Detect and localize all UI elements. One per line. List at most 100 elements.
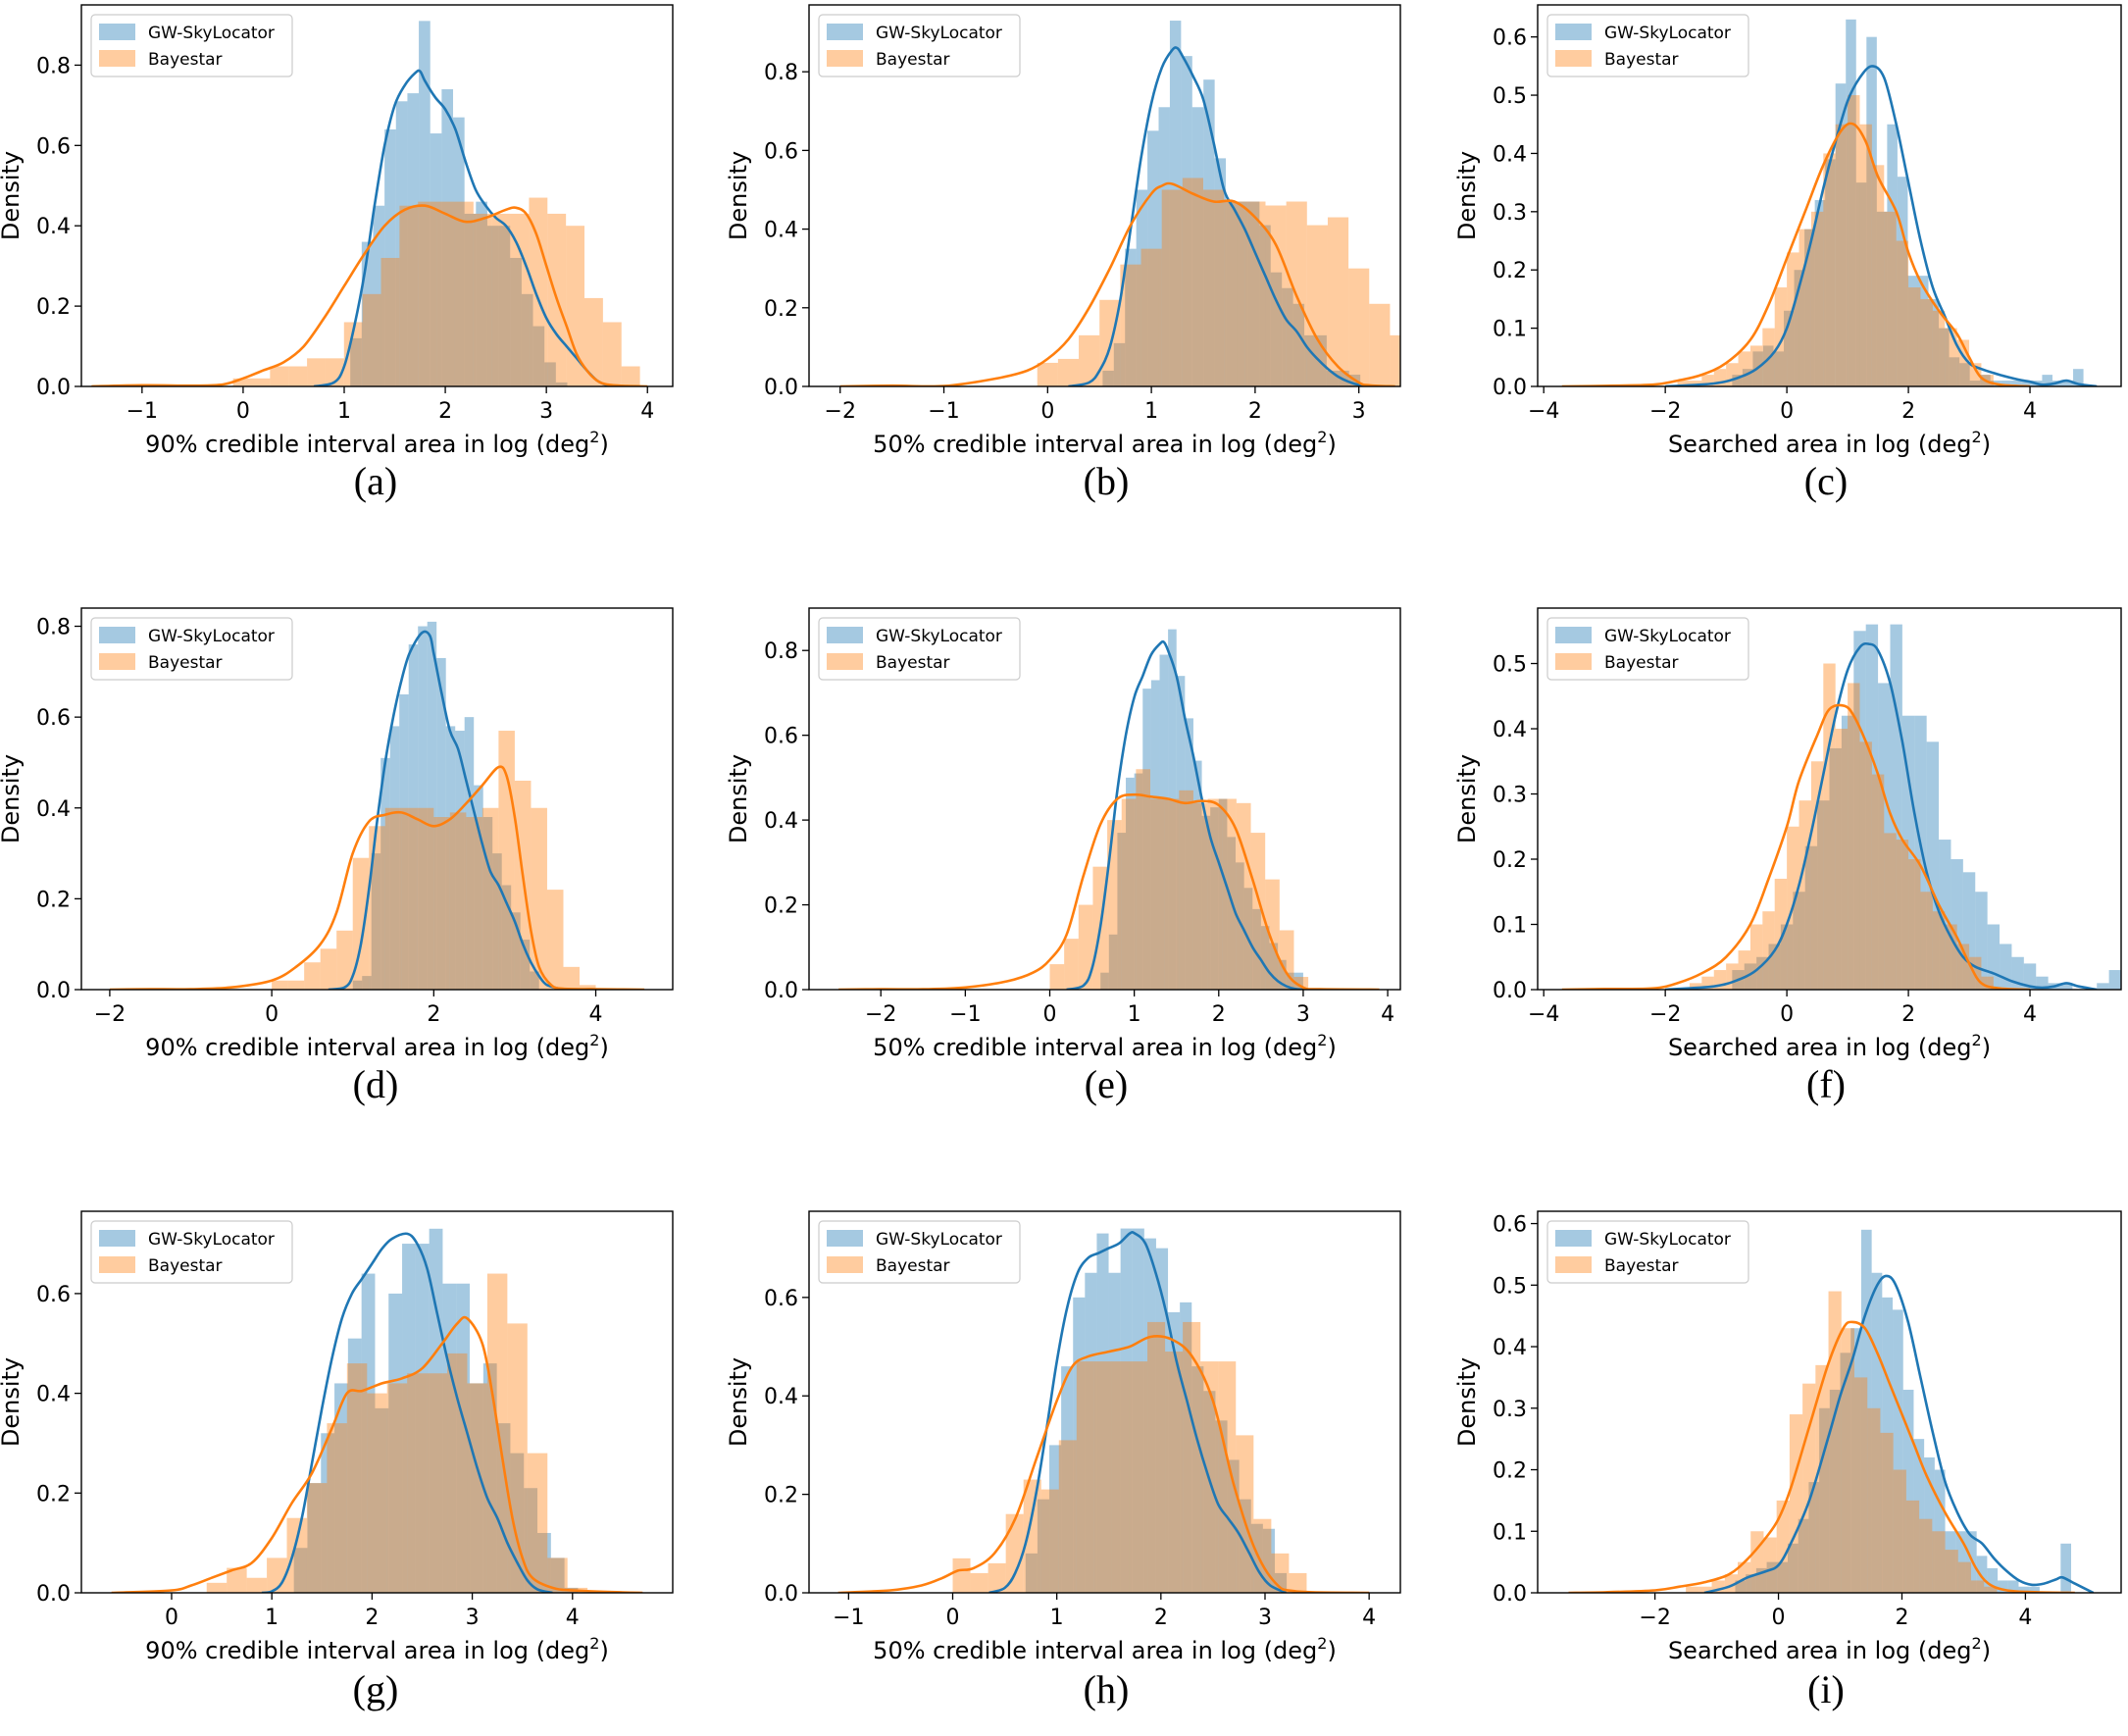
plot-area [839,21,1400,386]
histogram-bar [1108,934,1118,990]
histogram-bar [402,1244,416,1593]
histogram-bar [1143,1238,1156,1593]
y-tick-label: 0.4 [764,809,798,834]
histogram-bar [1920,298,1933,386]
histogram-bar [384,807,402,990]
y-tick-label: 0.3 [1493,1398,1527,1422]
histogram-bar [2023,963,2037,990]
histogram-bar [532,326,545,386]
histogram-bar [307,1483,322,1593]
legend-label-bayestar: Bayestar [1604,1256,1679,1276]
histogram-gw-skylocator [1025,1228,1288,1593]
histogram-bar [427,621,437,990]
x-tick-label: −2 [94,1002,126,1027]
histogram-bar [1998,1580,2008,1593]
kde-line-bayestar [1561,122,2031,386]
x-tick-label: −1 [928,399,959,424]
histogram-bar [1140,248,1162,386]
histogram-bar [491,213,511,386]
plot-area [1568,1229,2095,1593]
x-tick-label: −4 [1528,399,1559,424]
histogram-bar [1850,1328,1861,1593]
y-tick-label: 0.0 [1493,1582,1527,1607]
histogram-bar [1859,124,1872,386]
histogram-bar [1274,1572,1288,1593]
histogram-bar [362,976,372,990]
histogram-bar [1686,1586,1699,1593]
histogram-bar [1738,1561,1751,1593]
histogram-bar [1203,189,1225,386]
histogram-bar [2029,1586,2040,1593]
histogram-bar [1854,1377,1868,1593]
histogram-bayestar [1049,769,1309,990]
x-tick-label: 2 [1248,399,1262,424]
histogram-bar [1799,229,1811,386]
histogram-bar [1793,892,1805,990]
histogram-bar [1823,153,1836,386]
subplot-caption-f: (f) [1806,1062,1846,1106]
x-tick-label: 1 [1050,1606,1064,1630]
histogram-bar [510,213,530,386]
histogram-bar [2060,983,2073,990]
histogram-bar [1780,924,1794,990]
x-tick-label: −1 [127,399,158,424]
histogram-bar [1136,769,1151,990]
histogram-bar [1279,930,1294,990]
legend: GW-SkyLocator Bayestar [818,14,1021,77]
histogram-bar [1120,1228,1133,1593]
subplot-caption-a: (a) [353,459,398,503]
y-tick-label: 0.6 [764,1287,798,1311]
histogram-bar [453,117,465,386]
legend: GW-SkyLocator Bayestar [90,1220,293,1284]
histogram-bar [1835,83,1847,386]
histogram-bar [1932,310,1946,386]
histogram-bar [1181,56,1192,386]
histogram-bar [1108,1272,1121,1593]
histogram-bar [467,1383,487,1593]
histogram-bayestar [206,1273,588,1593]
histogram-bar [418,201,437,386]
y-tick-label: 0.8 [764,61,798,85]
legend-swatch-bayestar [1555,1256,1592,1273]
histogram-bar [1932,1531,1946,1593]
subplot-caption-i: (i) [1807,1667,1845,1711]
histogram-bar [1932,911,1946,990]
histogram-bar [418,626,428,990]
histogram-bar [1176,676,1186,990]
histogram-bar [1867,1407,1881,1593]
histogram-bar [449,812,467,990]
legend-swatch-gw-skylocator [99,24,135,40]
x-tick-label: 4 [566,1606,580,1630]
histogram-bar [1957,1561,1971,1593]
histogram-bar [1819,1407,1830,1593]
histogram-bar [1762,911,1775,990]
histogram-bar [1871,165,1885,386]
histogram-bar [1265,879,1280,990]
histogram-bar [1878,683,1891,990]
histogram-bar [1203,1391,1216,1593]
histogram-bar [1218,798,1228,990]
y-tick-label: 0.2 [764,1484,798,1508]
y-tick-label: 0.2 [764,894,798,919]
histogram-bar [496,1423,511,1593]
histogram-bar [1798,1518,1809,1593]
y-tick-label: 0.2 [1493,848,1527,873]
histogram-bar [1810,211,1824,386]
histogram-bar [1934,1469,1946,1593]
histogram-bar [441,88,454,386]
x-tick-label: −4 [1528,1002,1559,1027]
histogram-bar [1794,270,1805,386]
histogram-bar [1969,381,1981,386]
histogram-bar [2097,983,2109,990]
histogram-bar [1073,1297,1086,1593]
histogram-bar [327,1423,347,1593]
x-tick-label: 4 [640,399,654,424]
legend: GW-SkyLocator Bayestar [1546,14,1749,77]
histogram-bar [1896,840,1909,990]
histogram-bar [1777,1561,1788,1593]
x-tick-label: 3 [1352,399,1366,424]
legend-swatch-bayestar [827,1256,863,1273]
y-tick-label: 0.4 [764,219,798,243]
histogram-bar [343,322,363,386]
histogram-bar [1848,683,1860,990]
